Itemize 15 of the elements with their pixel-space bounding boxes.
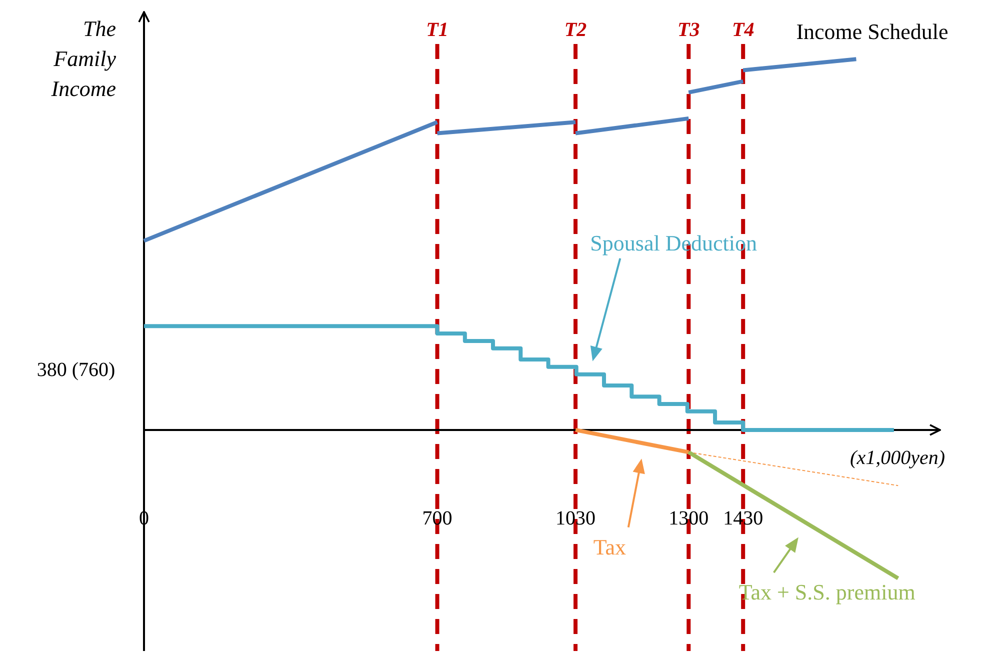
ref-line-label: T4 [732, 19, 754, 41]
x-tick-label: 1030 [556, 508, 596, 530]
x-tick-label: 1430 [723, 508, 764, 530]
y-axis-title: The Family Income [50, 16, 116, 101]
x-axis-title: (x1,000yen) [850, 446, 946, 469]
ref-line-label: T2 [564, 19, 587, 41]
text: Spousal Deduction [590, 230, 758, 256]
x-tick-label: 700 [422, 508, 452, 530]
text: Tax [593, 534, 626, 560]
annotation: 380 (760) [36, 359, 116, 382]
x-tick-label: 1300 [668, 508, 709, 530]
series-label: Income Schedule [796, 19, 948, 44]
legend-label: Tax + S.S. premium [738, 580, 916, 605]
ref-line-label: T3 [678, 19, 700, 41]
ref-line-label: T1 [426, 19, 448, 41]
